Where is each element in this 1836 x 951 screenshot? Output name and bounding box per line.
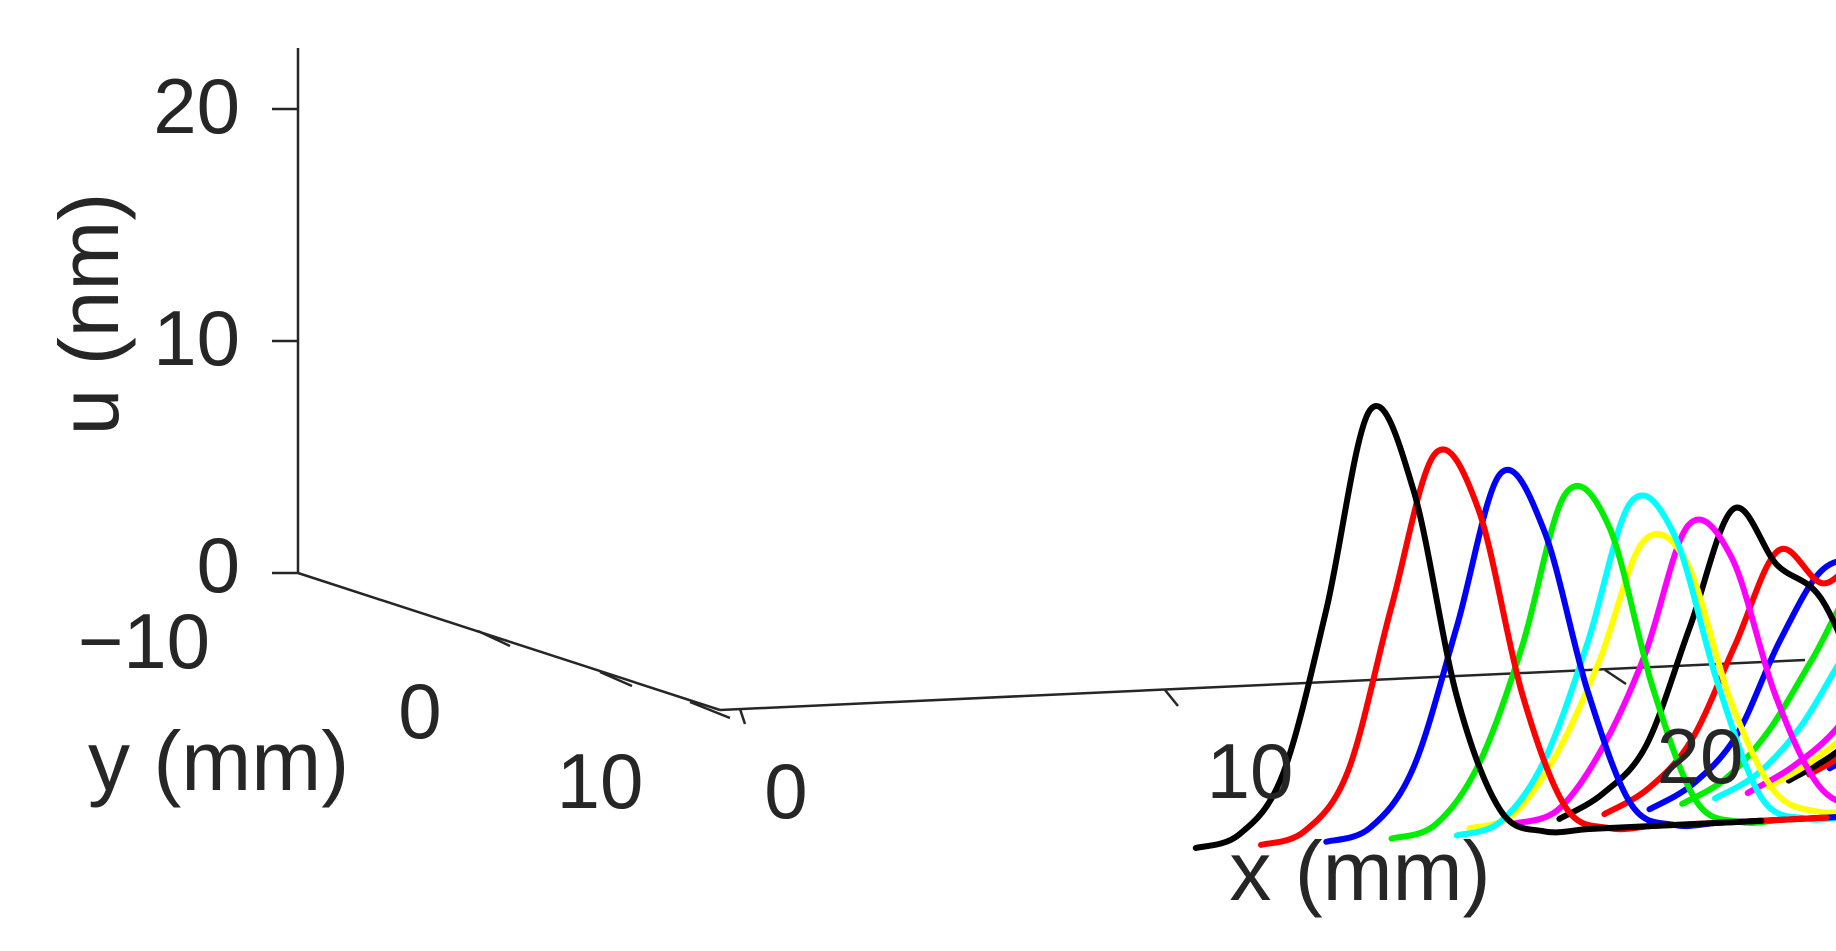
x-tick-0 [738,708,747,725]
z-tick-label-10: 10 [153,294,240,382]
series-line-7 [1511,516,1836,827]
y-axis-label: y (mm) [88,714,349,808]
series-group [1192,403,1836,851]
series-line-1 [1192,403,1765,851]
series-line-9 [1601,545,1836,818]
axes [272,48,1806,725]
y-tick-label-0: 0 [398,667,441,755]
x-axis-line [719,658,1806,712]
x-tick-label-20: 20 [1657,712,1744,800]
x-tick-label-10: 10 [1207,727,1294,815]
y-tick-10 [689,700,731,720]
y-axis-line [297,571,721,712]
y-tick-label-10: 10 [557,737,644,825]
series-line-12 [1712,662,1836,802]
y-tick-neg10 [477,629,511,648]
series-line-11 [1679,607,1836,807]
x-tick-10 [1164,689,1179,707]
labels: 0 10 20 −10 0 10 0 10 20 u (nm) y (mm) x… [42,62,1743,918]
z-tick-label-20: 20 [153,62,240,150]
x-tick-20 [1604,668,1627,686]
y-tick-label-neg10: −10 [78,597,210,685]
series-line-6 [1466,531,1836,832]
series-line-4 [1388,482,1836,842]
z-axis-label: u (nm) [42,193,136,436]
x-tick-label-0: 0 [764,747,807,835]
series-line-8 [1556,504,1836,822]
series-line-5 [1453,492,1836,839]
series-line-15 [1785,748,1836,784]
y-tick-0 [599,670,633,688]
z-tick-label-0: 0 [197,521,240,609]
x-axis-label: x (mm) [1229,824,1490,918]
